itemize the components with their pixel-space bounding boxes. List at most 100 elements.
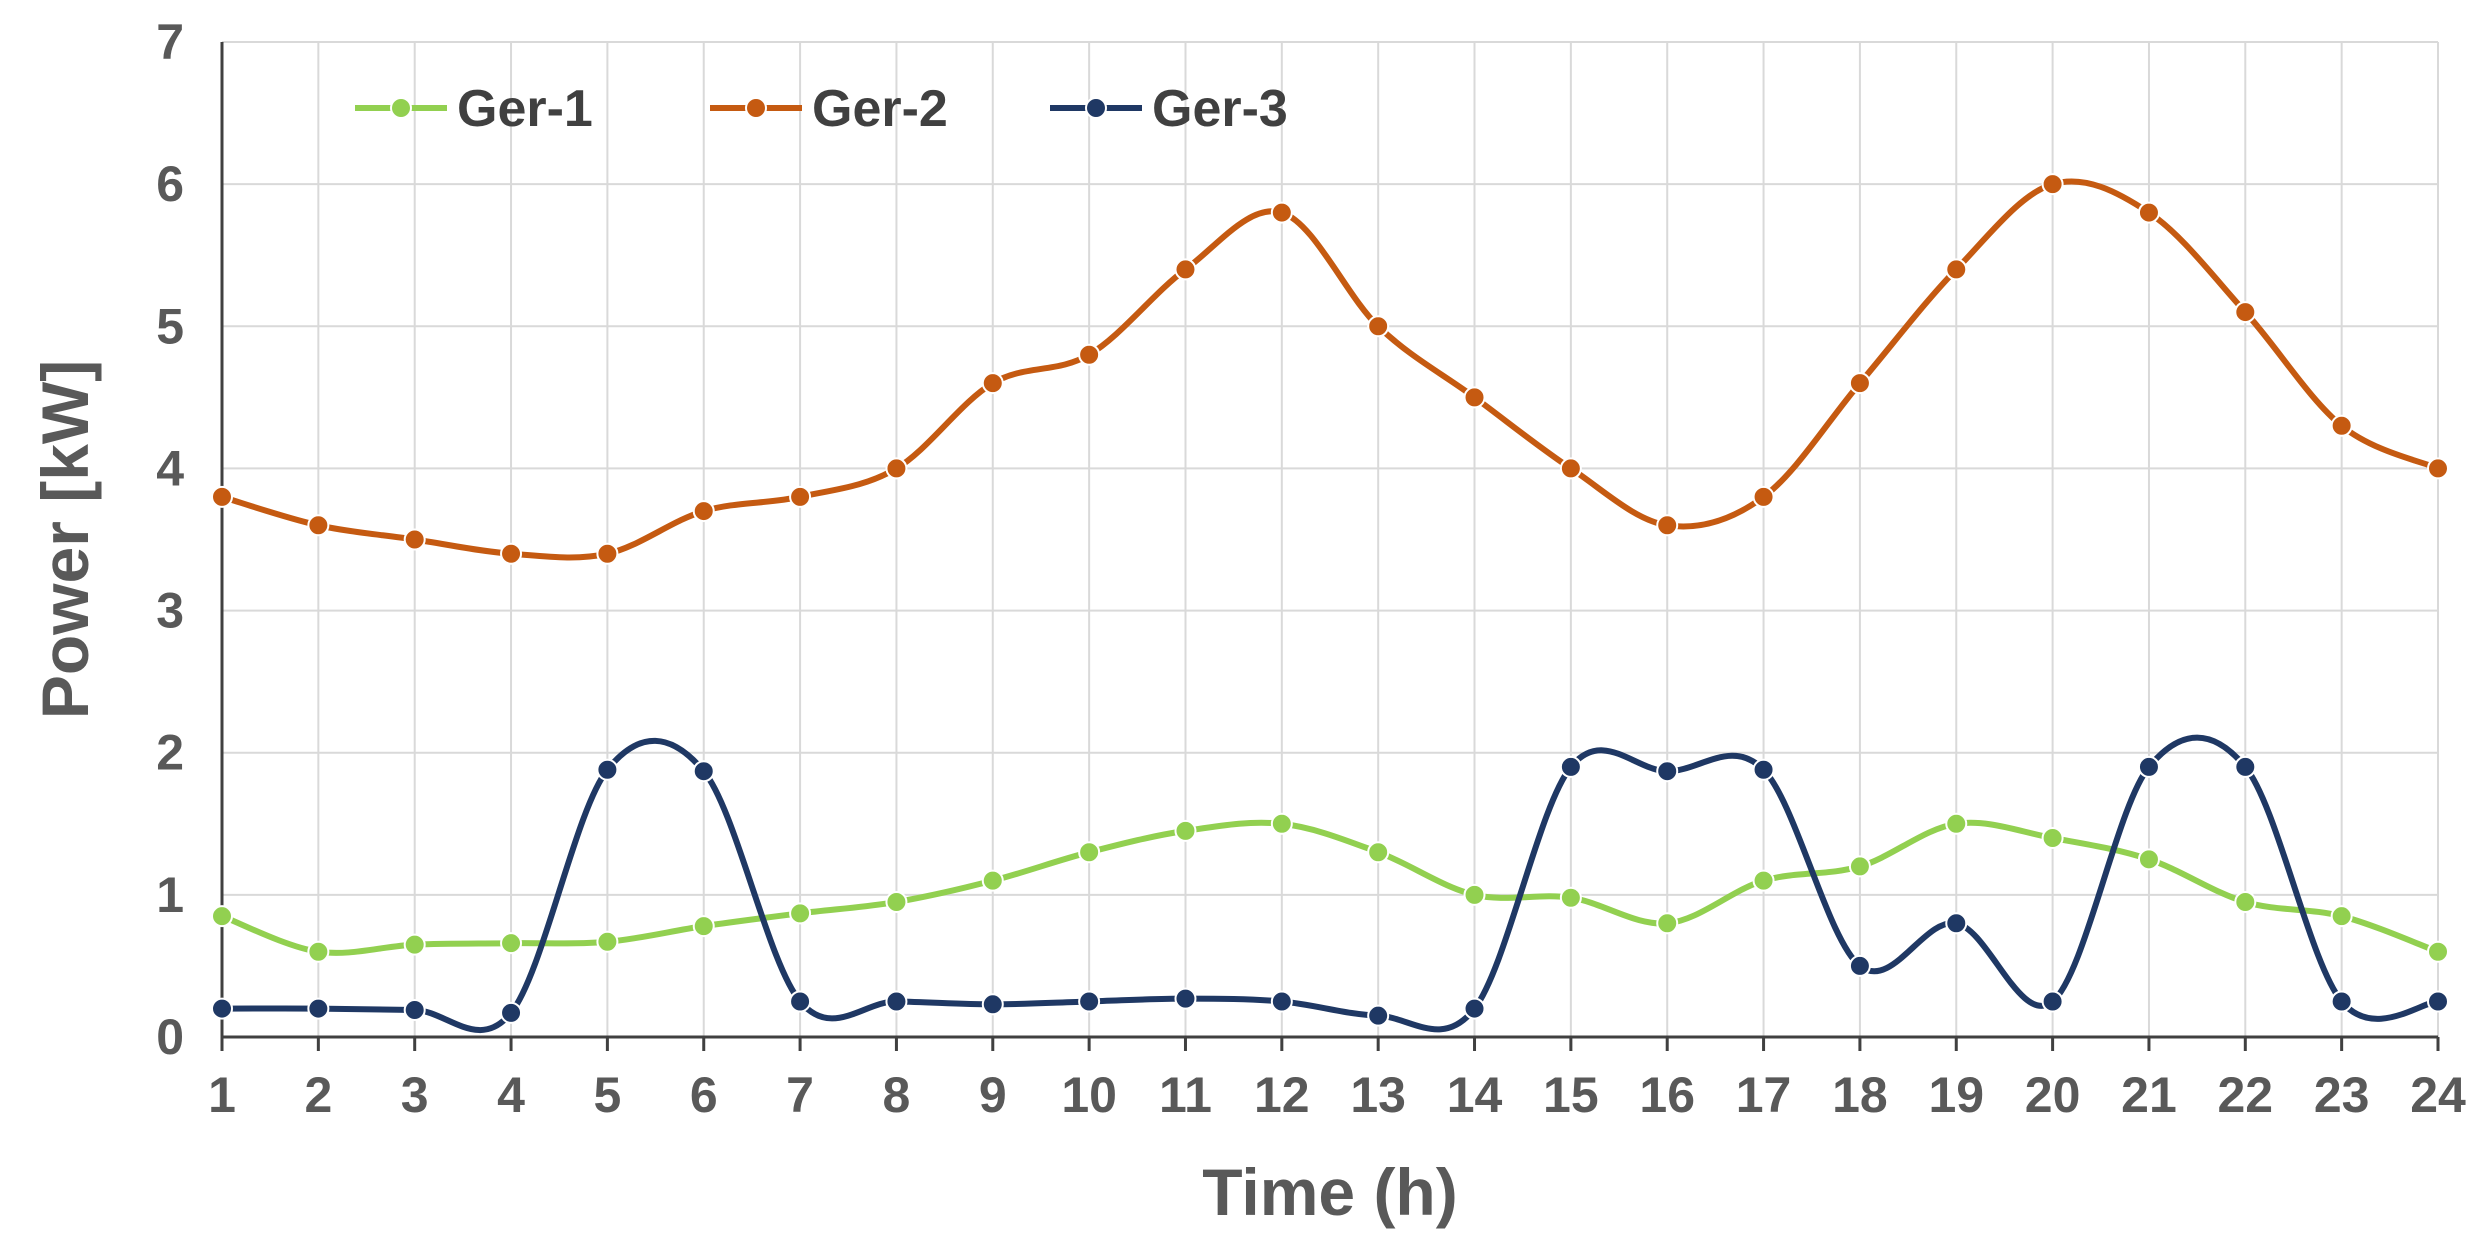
x-tick-label: 16 bbox=[1639, 1067, 1695, 1123]
x-tick-label: 1 bbox=[208, 1067, 236, 1123]
data-point bbox=[1270, 990, 1293, 1013]
data-point bbox=[1463, 883, 1486, 906]
series-ger-2 bbox=[211, 173, 2449, 565]
data-point bbox=[1656, 760, 1679, 783]
data-point bbox=[1945, 912, 1968, 935]
data-point bbox=[1367, 315, 1390, 338]
data-point bbox=[2041, 827, 2064, 849]
data-point bbox=[403, 933, 426, 956]
data-point bbox=[1463, 997, 1486, 1020]
series bbox=[211, 173, 2449, 1034]
data-point bbox=[307, 940, 330, 963]
data-point bbox=[1367, 841, 1390, 864]
x-tick-label: 5 bbox=[593, 1067, 621, 1123]
x-tick-label: 3 bbox=[401, 1067, 429, 1123]
y-tick-label: 4 bbox=[156, 440, 184, 496]
data-point bbox=[211, 905, 233, 928]
x-tick-label: 15 bbox=[1543, 1067, 1599, 1123]
data-point bbox=[2427, 990, 2449, 1013]
legend-item-ger-2: Ger-2 bbox=[710, 80, 948, 138]
data-point bbox=[2330, 414, 2353, 437]
data-point bbox=[981, 993, 1004, 1016]
data-point bbox=[2427, 940, 2449, 963]
data-point bbox=[885, 457, 908, 480]
x-axis-title: Time (h) bbox=[1202, 1155, 1457, 1229]
x-tick-label: 22 bbox=[2217, 1067, 2273, 1123]
data-point bbox=[885, 990, 908, 1013]
x-tick-label: 12 bbox=[1254, 1067, 1310, 1123]
y-tick-label: 0 bbox=[156, 1009, 184, 1065]
data-point bbox=[2234, 890, 2257, 913]
x-tick-label: 6 bbox=[690, 1067, 718, 1123]
data-point bbox=[307, 514, 330, 537]
data-point bbox=[1945, 812, 1968, 835]
data-point bbox=[2137, 755, 2160, 778]
y-tick-label: 5 bbox=[156, 298, 184, 354]
data-point bbox=[500, 1001, 523, 1024]
data-point bbox=[789, 902, 812, 925]
x-tick-label: 11 bbox=[1159, 1067, 1212, 1123]
data-point bbox=[1752, 758, 1775, 781]
data-point bbox=[500, 932, 523, 955]
data-point bbox=[211, 485, 233, 508]
x-tick-label: 10 bbox=[1061, 1067, 1117, 1123]
legend-item-ger-3: Ger-3 bbox=[1050, 80, 1288, 138]
x-tick-label: 17 bbox=[1736, 1067, 1792, 1123]
data-point bbox=[2330, 905, 2353, 928]
data-point bbox=[2427, 457, 2449, 480]
legend-marker bbox=[390, 97, 412, 119]
data-point bbox=[1270, 201, 1293, 224]
data-point bbox=[692, 760, 715, 783]
data-point bbox=[1752, 869, 1775, 892]
x-tick-label: 23 bbox=[2314, 1067, 2370, 1123]
legend: Ger-1 Ger-2 Ger-3 bbox=[355, 80, 1288, 138]
series-line bbox=[220, 819, 2440, 956]
legend-item-ger-1: Ger-1 bbox=[355, 80, 593, 138]
x-tick-label: 8 bbox=[883, 1067, 911, 1123]
legend-marker bbox=[1085, 97, 1107, 119]
data-point bbox=[1463, 386, 1486, 409]
y-tick-label: 6 bbox=[156, 156, 184, 212]
data-point bbox=[403, 528, 426, 551]
data-point bbox=[500, 542, 523, 565]
data-point bbox=[2041, 990, 2064, 1013]
legend-marker bbox=[745, 97, 767, 119]
x-tick-label: 24 bbox=[2410, 1067, 2466, 1123]
y-axis-title: Power [kW] bbox=[28, 360, 102, 719]
y-tick-label: 3 bbox=[156, 583, 184, 639]
data-point bbox=[2137, 848, 2160, 871]
data-point bbox=[1078, 990, 1101, 1013]
data-point bbox=[885, 890, 908, 913]
data-point bbox=[1848, 855, 1871, 878]
data-point bbox=[692, 500, 715, 523]
y-tick-label: 1 bbox=[156, 867, 184, 923]
x-tick-label: 7 bbox=[786, 1067, 814, 1123]
data-point bbox=[2234, 301, 2257, 324]
data-point bbox=[1559, 755, 1582, 778]
x-tick-label: 13 bbox=[1350, 1067, 1406, 1123]
data-point bbox=[981, 372, 1004, 395]
data-point bbox=[1174, 258, 1197, 281]
data-point bbox=[1752, 485, 1775, 508]
series-ger-1 bbox=[211, 812, 2449, 963]
x-tick-label: 2 bbox=[304, 1067, 332, 1123]
data-point bbox=[1367, 1004, 1390, 1027]
x-tick-label: 18 bbox=[1832, 1067, 1888, 1123]
data-point bbox=[1559, 457, 1582, 480]
data-point bbox=[2330, 990, 2353, 1013]
x-tick-label: 19 bbox=[1928, 1067, 1984, 1123]
series-line bbox=[221, 734, 2439, 1034]
data-point bbox=[1270, 812, 1293, 835]
data-point bbox=[1945, 258, 1968, 281]
data-point bbox=[2137, 201, 2160, 224]
x-tick-label: 9 bbox=[979, 1067, 1007, 1123]
data-point bbox=[2234, 755, 2257, 778]
data-point bbox=[981, 869, 1004, 892]
data-point bbox=[1078, 343, 1101, 366]
data-point bbox=[1174, 987, 1197, 1010]
x-tick-label: 4 bbox=[497, 1067, 525, 1123]
y-tick-label: 2 bbox=[156, 725, 184, 781]
